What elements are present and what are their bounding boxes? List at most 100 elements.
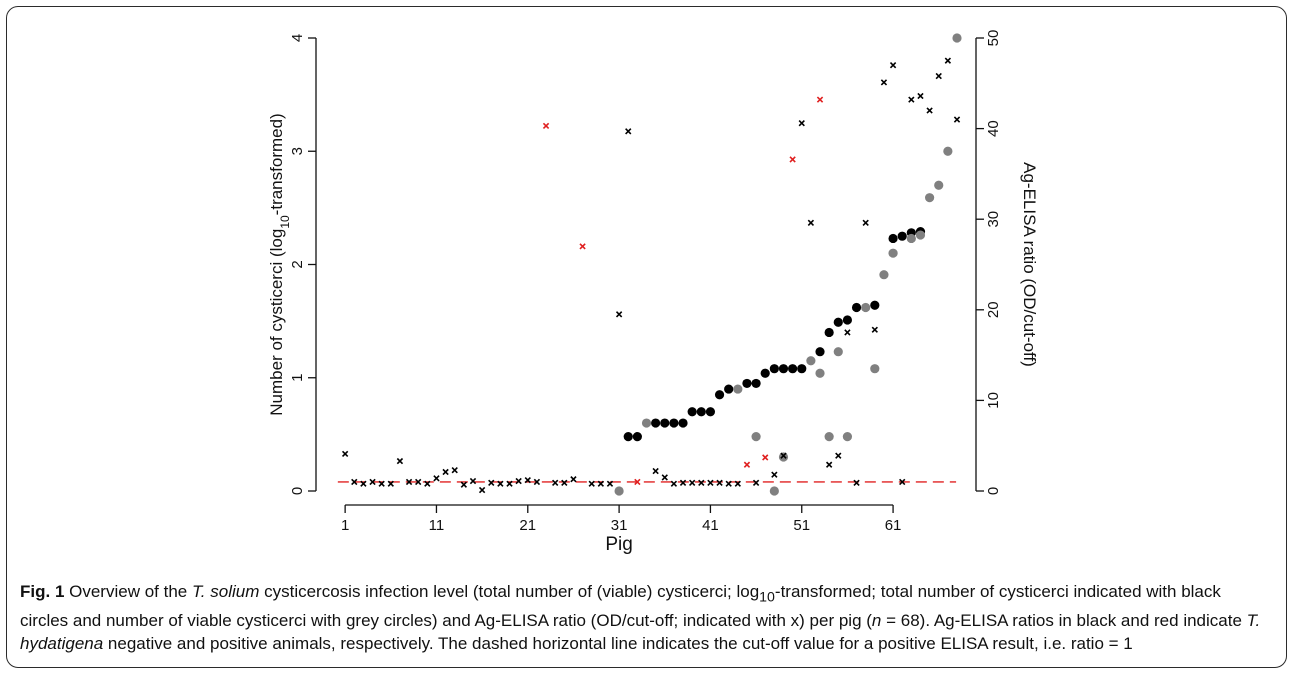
caption-italic-1: T. solium (191, 582, 260, 601)
elisa-negative-marker (670, 480, 678, 487)
elisa-negative-marker (552, 479, 559, 487)
caption-text-2: cysticercosis infection level (total num… (259, 582, 760, 601)
elisa-negative-marker (725, 480, 732, 487)
elisa-negative-marker (561, 479, 568, 487)
elisa-negative-marker (752, 479, 760, 487)
viable-cysticerci-point (861, 302, 871, 313)
elisa-negative-marker (351, 478, 358, 486)
elisa-negative-marker-stroke (908, 96, 915, 103)
elisa-negative-marker (588, 480, 595, 487)
viable-cysticerci-point (733, 384, 743, 394)
elisa-negative-marker (707, 479, 714, 487)
caption-text-5: negative and positive animals, respectiv… (103, 634, 1133, 654)
elisa-negative-marker (570, 476, 577, 483)
elisa-positive-marker-stroke (789, 156, 796, 163)
total-cysticerci-point (897, 231, 907, 241)
elisa-negative-marker (798, 119, 805, 127)
caption-italic-2: n (871, 611, 882, 631)
elisa-positive-marker (816, 96, 824, 103)
total-cysticerci-point (851, 302, 862, 313)
total-cysticerci-point (705, 407, 716, 417)
elisa-negative-marker (451, 466, 458, 474)
viable-cysticerci-point (751, 432, 761, 442)
elisa-negative-marker-stroke (917, 92, 924, 100)
elisa-negative-marker (415, 478, 422, 486)
elisa-positive-marker (762, 454, 769, 461)
elisa-negative-marker-stroke (433, 475, 440, 482)
elisa-negative-marker (433, 475, 440, 482)
elisa-negative-marker (853, 479, 860, 487)
y-tick-left-label: 3 (289, 147, 306, 155)
elisa-negative-marker (899, 478, 906, 486)
x-axis-label: Pig (605, 534, 632, 555)
elisa-negative-marker (935, 72, 942, 80)
caption-subscript: 10 (759, 589, 775, 606)
total-cysticerci-point (651, 418, 661, 428)
elisa-negative-marker-stroke (360, 480, 367, 487)
viable-cysticerci-point (833, 347, 843, 357)
elisa-negative-marker-stroke (351, 478, 358, 486)
elisa-negative-marker-stroke (688, 479, 696, 487)
viable-cysticerci-point (824, 432, 834, 442)
total-cysticerci-point (778, 364, 789, 374)
elisa-negative-marker-stroke (515, 477, 522, 485)
x-tick-label: 11 (429, 517, 445, 534)
elisa-negative-marker-stroke (597, 480, 605, 487)
elisa-negative-marker (396, 457, 404, 465)
elisa-negative-marker (953, 116, 961, 123)
elisa-negative-marker-stroke (497, 480, 504, 487)
total-cysticerci-point (669, 418, 679, 428)
elisa-negative-marker-stroke (615, 311, 623, 318)
elisa-negative-marker (625, 128, 632, 135)
viable-cysticerci-point (870, 364, 880, 374)
elisa-negative-marker (460, 481, 468, 488)
caption-italic-3: T. hydatigena (20, 611, 1261, 654)
elisa-negative-marker-stroke (415, 478, 422, 486)
total-cysticerci-point (678, 418, 688, 428)
elisa-negative-marker-stroke (871, 326, 878, 333)
elisa-positive-marker-stroke (743, 461, 751, 468)
total-cysticerci-point (751, 378, 761, 389)
elisa-negative-marker-stroke (780, 452, 787, 459)
caption-text-1: Overview of the (64, 582, 192, 601)
y-tick-left-label: 0 (289, 487, 306, 495)
elisa-negative-marker-stroke (953, 116, 961, 123)
elisa-negative-marker-stroke (424, 480, 431, 487)
elisa-negative-marker-stroke (798, 119, 805, 127)
elisa-negative-marker-stroke (478, 486, 486, 494)
elisa-negative-marker-stroke (588, 480, 595, 487)
elisa-negative-marker (780, 452, 787, 459)
elisa-negative-marker-stroke (387, 480, 394, 487)
elisa-positive-marker-stroke (634, 478, 641, 486)
viable-cysticerci-point (778, 452, 789, 462)
elisa-negative-marker-stroke (725, 480, 732, 487)
viable-cysticerci-point (943, 146, 953, 156)
elisa-positive-marker-stroke (579, 243, 586, 250)
elisa-positive-marker-stroke (542, 122, 550, 130)
figure-caption: Fig. 1 Overview of the T. solium cystice… (20, 580, 1270, 655)
total-cysticerci-point (632, 432, 642, 442)
elisa-negative-marker (698, 479, 705, 487)
elisa-negative-marker (597, 480, 605, 487)
elisa-negative-marker (880, 79, 888, 86)
elisa-negative-marker (917, 92, 924, 100)
elisa-negative-marker-stroke (369, 478, 376, 486)
elisa-negative-marker (661, 474, 668, 481)
elisa-negative-marker (524, 476, 531, 484)
viable-cysticerci-point (769, 486, 779, 496)
total-cysticerci-point (714, 390, 725, 400)
elisa-negative-marker-stroke (880, 79, 888, 86)
elisa-negative-marker (488, 479, 495, 487)
elisa-negative-marker-stroke (451, 466, 458, 474)
elisa-negative-marker (341, 450, 349, 458)
elisa-negative-marker (807, 219, 815, 226)
elisa-negative-marker (771, 471, 778, 478)
elisa-negative-marker (844, 329, 851, 336)
elisa-negative-marker (835, 452, 842, 459)
total-cysticerci-point (797, 364, 807, 374)
total-cysticerci-point (724, 384, 734, 394)
total-cysticerci-point (687, 407, 697, 417)
viable-cysticerci-point (806, 356, 816, 366)
y-axis-label-left: Number of cysticerci (log10-transformed) (267, 113, 292, 415)
